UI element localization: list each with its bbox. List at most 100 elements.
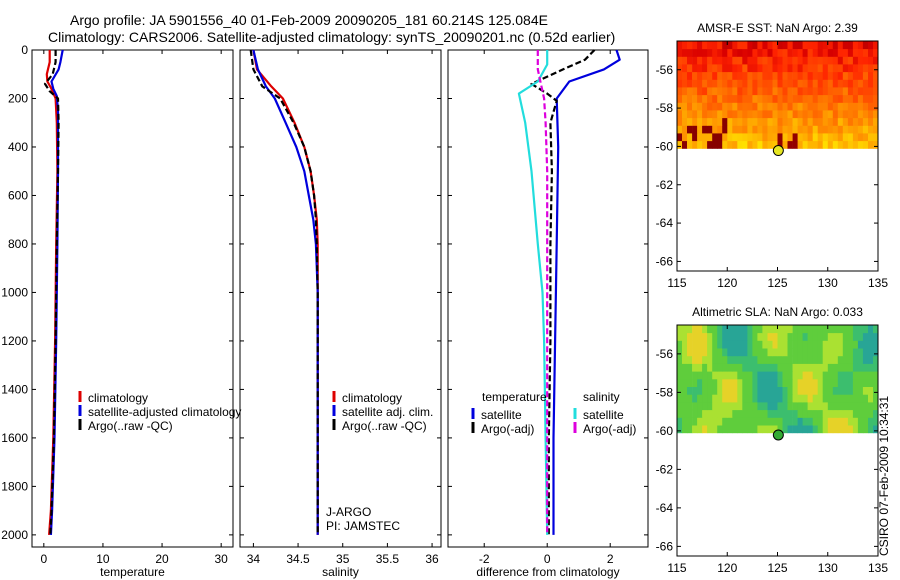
sla-cell [827, 348, 834, 357]
sst-cell [873, 102, 879, 111]
sst-cell [832, 41, 839, 50]
sst-cell [802, 56, 808, 65]
sst-cell [852, 41, 859, 50]
sst-cell [792, 48, 798, 57]
sla-cell [682, 371, 688, 380]
sst-cell [682, 87, 688, 96]
sst-cell [792, 94, 798, 103]
sst-cell [842, 102, 849, 111]
difference-legend-item: satellite [583, 408, 624, 422]
sla-cell [767, 363, 773, 372]
sla-cell [807, 378, 813, 387]
sla-cell [697, 355, 703, 364]
sla-cell [767, 325, 773, 334]
sst-cell [837, 41, 844, 50]
sst-cell [787, 133, 793, 142]
salinity-xtick-label: 35.5 [376, 552, 400, 566]
sst-cell [722, 71, 728, 80]
sst-cell [747, 125, 753, 134]
sla-cell [777, 348, 783, 357]
salinity-panel: 34 34.5 35 35.5 36 salinity climatologysatelli… [239, 49, 442, 579]
sla-cell [827, 409, 834, 418]
sla-cell [687, 394, 693, 403]
sla-cell [797, 409, 803, 418]
sst-cell [767, 79, 773, 88]
sla-cell [732, 402, 738, 411]
sst-cell [817, 41, 824, 50]
sst-cell [792, 41, 798, 50]
sst-cell [777, 125, 783, 134]
sst-cell [737, 87, 743, 96]
sla-cell [772, 363, 778, 372]
sst-cell [802, 133, 808, 142]
sst-cell [722, 79, 728, 88]
sla-cell [807, 402, 813, 411]
temperature-xtick-label: 20 [155, 552, 169, 566]
sla-cell [807, 394, 813, 403]
sst-cell [847, 64, 854, 73]
sst-cell [822, 94, 829, 103]
sst-cell [807, 133, 813, 142]
sst-cell [762, 56, 768, 65]
sla-cell [752, 425, 758, 434]
sla-cell [847, 425, 854, 434]
sla-cell [697, 340, 703, 349]
sst-cell [873, 110, 879, 119]
sst-cell [687, 79, 693, 88]
sla-cell [832, 394, 839, 403]
sla-cell [697, 325, 703, 334]
sla-cell [827, 371, 834, 380]
difference-xtick-label: -2 [479, 552, 490, 566]
sla-cell [807, 325, 813, 334]
sst-cell [792, 110, 798, 119]
sst-cell [847, 117, 854, 126]
sst-cell [797, 87, 803, 96]
sst-cell [757, 117, 763, 126]
sla-cell [857, 409, 864, 418]
difference-legend-item: Argo(-adj) [583, 422, 636, 436]
sla-cell [777, 394, 783, 403]
sla-cell [697, 386, 703, 395]
sst-cell [837, 79, 844, 88]
sla-cell [692, 417, 698, 426]
sst-cell [722, 41, 728, 50]
sst-cell [852, 133, 859, 142]
sst-cell [697, 110, 703, 119]
sst-cell [832, 56, 839, 65]
sst-cell [812, 87, 819, 96]
sla-cell [852, 332, 859, 341]
sst-cell [682, 117, 688, 126]
sla-cell [722, 371, 728, 380]
sla-cell [852, 394, 859, 403]
sst-cell [762, 117, 768, 126]
sst-cell [832, 125, 839, 134]
sla-cell [777, 386, 783, 395]
sst-cell [792, 125, 798, 134]
sla-cell [712, 378, 718, 387]
sla-cell [722, 394, 728, 403]
sla-cell [782, 417, 788, 426]
sla-cell [747, 348, 753, 357]
sst-cell [747, 41, 753, 50]
difference-series-black [530, 49, 596, 535]
sst-cell [787, 140, 793, 149]
sla-cell [702, 355, 708, 364]
sst-cell [852, 102, 859, 111]
sla-cell [762, 363, 768, 372]
sst-cell [722, 48, 728, 57]
sla-cell [702, 363, 708, 372]
sla-cell [802, 386, 808, 395]
sla-cell [767, 386, 773, 395]
sst-cell [717, 133, 723, 142]
sst-cell [822, 140, 829, 149]
sst-cell [752, 64, 758, 73]
sla-cell [837, 417, 844, 426]
sla-cell [873, 363, 879, 372]
sst-cell [712, 125, 718, 134]
sst-cell [757, 94, 763, 103]
sst-cell [812, 125, 819, 134]
sla-cell [832, 355, 839, 364]
sst-cell [742, 64, 748, 73]
sst-cell [868, 79, 874, 88]
sla-cell [862, 371, 869, 380]
